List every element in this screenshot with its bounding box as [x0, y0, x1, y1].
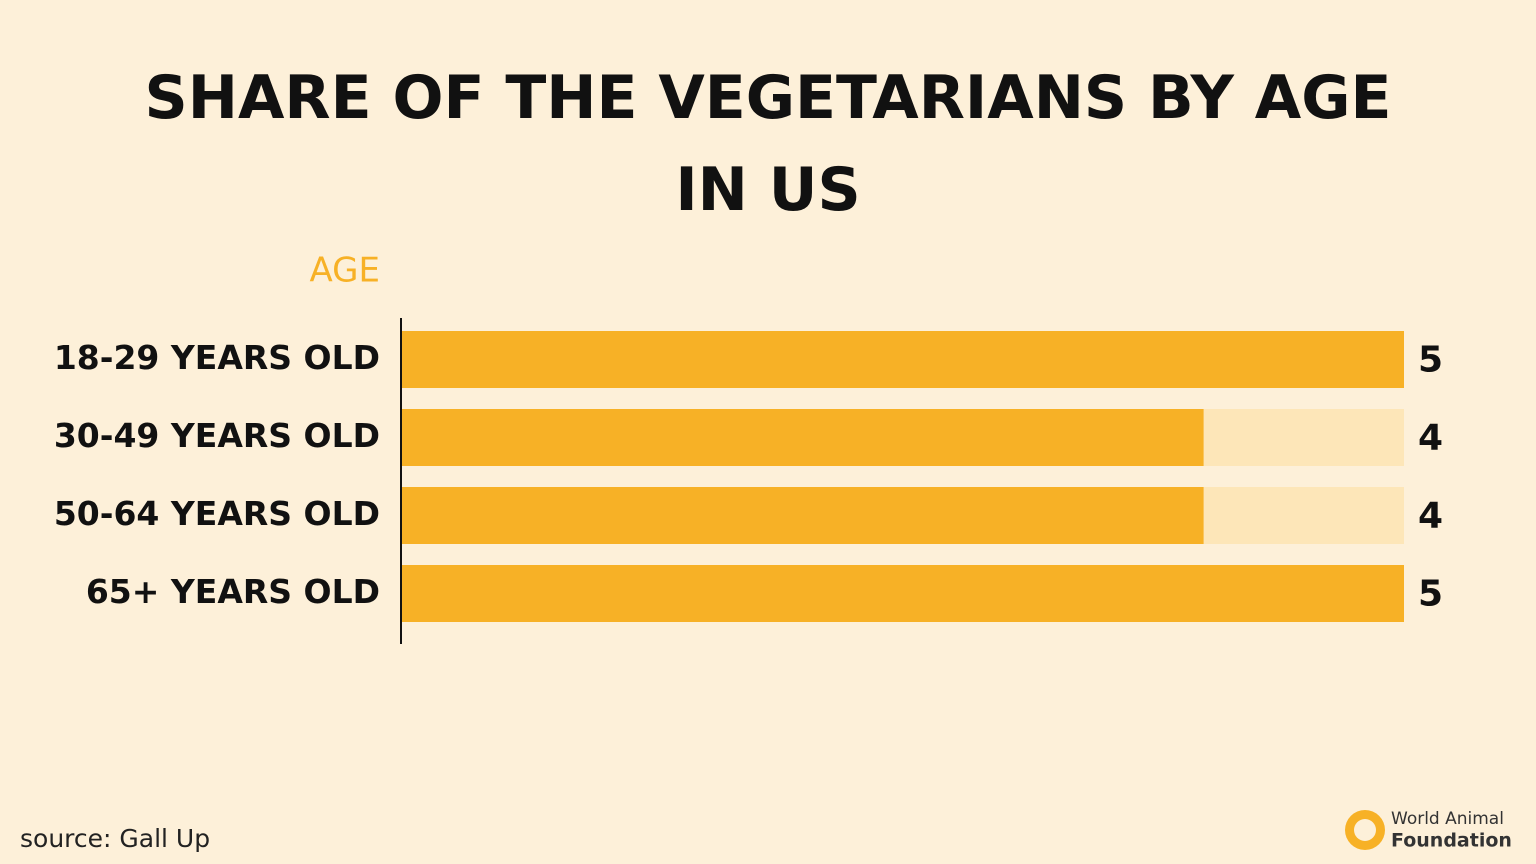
- bar: [402, 487, 1204, 544]
- axis-label: AGE: [310, 251, 381, 291]
- value-label: 5: [1418, 340, 1443, 381]
- logo-text: Foundation: [1391, 830, 1512, 852]
- source: source: Gall Up: [20, 824, 210, 853]
- logo-icon-inner: [1354, 819, 1376, 841]
- bar: [402, 409, 1204, 466]
- logo-text: World Animal: [1391, 809, 1504, 829]
- bar: [402, 565, 1404, 622]
- y-tick-label: 65+ YEARS OLD: [86, 572, 380, 611]
- value-label: 5: [1418, 574, 1443, 615]
- bar: [402, 331, 1404, 388]
- value-label: 4: [1418, 418, 1443, 459]
- chart-title: SHARE OF THE VEGETARIANS BY AGE IN US: [144, 63, 1392, 225]
- y-tick-label: 18-29 YEARS OLD: [54, 338, 380, 377]
- value-label: 4: [1418, 496, 1443, 537]
- y-tick-label: 30-49 YEARS OLD: [54, 416, 380, 455]
- y-tick-label: 50-64 YEARS OLD: [54, 494, 380, 533]
- logo: World Animal Foundation: [1345, 809, 1512, 852]
